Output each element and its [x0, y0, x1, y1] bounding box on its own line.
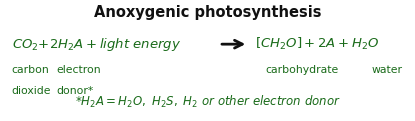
- Text: donor*: donor*: [56, 86, 93, 96]
- Text: electron: electron: [56, 65, 101, 75]
- Text: $\mathit{[CH_2O] + 2A + H_2O}$: $\mathit{[CH_2O] + 2A + H_2O}$: [255, 36, 380, 52]
- Text: Anoxygenic photosynthesis: Anoxygenic photosynthesis: [94, 5, 321, 20]
- Text: water: water: [371, 65, 403, 75]
- Text: dioxide: dioxide: [12, 86, 51, 96]
- Text: $\mathit{CO_2}$$\mathit{ + 2H_2A + light\ energy}$: $\mathit{CO_2}$$\mathit{ + 2H_2A + light…: [12, 36, 181, 53]
- Text: carbohydrate: carbohydrate: [266, 65, 339, 75]
- Text: $\mathit{*H_2A = H_2O,\ H_2S,\ H_2\ or\ other\ electron\ donor}$: $\mathit{*H_2A = H_2O,\ H_2S,\ H_2\ or\ …: [75, 94, 340, 110]
- Text: carbon: carbon: [12, 65, 49, 75]
